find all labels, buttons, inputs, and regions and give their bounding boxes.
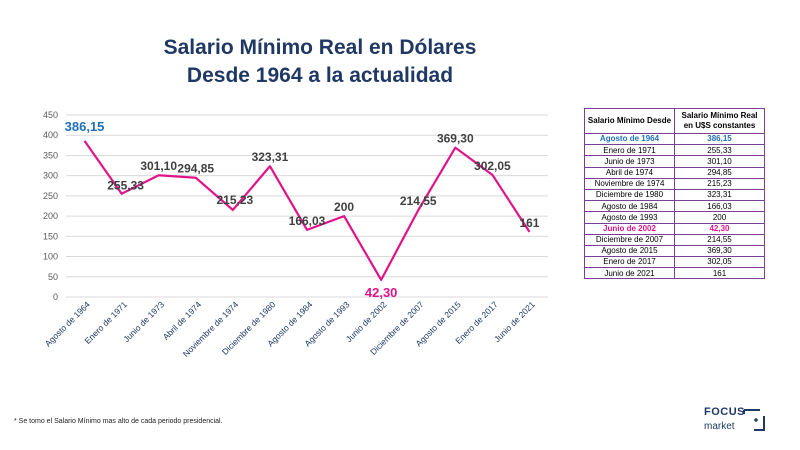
table-cell-date: Agosto de 1984 [584,200,675,213]
focus-market-logo: FOCUS market [704,406,774,442]
table-row: Agosto de 2015 369,30 [584,244,765,258]
chart-title-line2: Desde 1964 a la actualidad [186,64,454,87]
table-cell-date: Enero de 1971 [584,144,675,157]
table-cell-value: 215,23 [674,177,765,190]
logo-bracket-icon [743,409,765,431]
salary-table: Salario Mínimo Desde Salario Mínimo Real… [584,108,765,280]
y-tick-label: 450 [43,110,58,120]
y-tick-label: 300 [43,171,58,181]
data-label: 323,31 [252,150,289,164]
table-row: Diciembre de 1980 323,31 [584,188,765,202]
table-row: Agosto de 1984 166,03 [584,200,765,213]
y-tick-label: 150 [43,231,58,241]
chart-title-line1: Salario Mínimo Real en Dólares [163,36,477,59]
data-label: 302,05 [474,159,511,173]
table-cell-value: 42,30 [674,222,765,235]
table-cell-date: Junio de 2002 [584,222,675,235]
table-row: Diciembre de 2007 214,55 [584,233,765,246]
y-tick-label: 200 [43,211,58,221]
table-row: Noviembre de 1974 215,23 [584,177,765,190]
y-tick-label: 250 [43,191,58,201]
table-row: Junio de 2002 42,30 [584,222,765,235]
y-tick-label: 0 [53,292,58,302]
y-tick-label: 50 [48,272,58,282]
table-cell-value: 323,31 [674,188,765,202]
logo-sub: market [704,421,735,432]
data-label: 200 [334,200,354,214]
table-cell-value: 302,05 [674,256,765,269]
logo-brand: FOCUS [704,406,745,418]
table-cell-date: Enero de 2017 [584,256,675,269]
data-label: 215,23 [216,193,253,207]
table-row: Agosto de 1964 386,15 [584,132,765,146]
table-row: Enero de 1971 255,33 [584,144,765,157]
data-label: 166,03 [289,214,326,228]
data-label: 369,30 [437,132,474,146]
y-tick-label: 350 [43,150,58,160]
table-row: Abril de 1974 294,85 [584,166,765,179]
table-cell-date: Agosto de 2015 [584,244,675,258]
y-tick-label: 400 [43,130,58,140]
table-cell-value: 255,33 [674,144,765,157]
table-cell-value: 386,15 [674,132,765,146]
y-tick-label: 100 [43,252,58,262]
data-label: 301,10 [140,159,177,173]
table-row: Junio de 1973 301,10 [584,155,765,168]
data-label: 255,33 [107,179,144,193]
table-cell-date: Agosto de 1964 [584,132,675,146]
table-cell-value: 301,10 [674,155,765,168]
data-label: 42,30 [365,285,398,300]
table-row: Enero de 2017 302,05 [584,256,765,269]
table-cell-date: Abril de 1974 [584,166,675,179]
series-line [83,140,531,281]
table-cell-value: 161 [674,267,765,280]
table-header-date: Salario Mínimo Desde [584,108,675,134]
table-cell-value: 200 [674,211,765,224]
table-cell-value: 369,30 [674,244,765,258]
data-label: 294,85 [177,162,214,176]
table-cell-date: Junio de 2021 [584,267,675,280]
data-label: 214,55 [400,194,437,208]
table-cell-date: Junio de 1973 [584,155,675,168]
table-cell-date: Diciembre de 2007 [584,233,675,246]
table-cell-date: Noviembre de 1974 [584,177,675,190]
table-cell-value: 294,85 [674,166,765,179]
table-cell-value: 214,55 [674,233,765,246]
data-label: 161 [519,216,539,230]
table-row: Junio de 2021 161 [584,267,765,280]
table-header-value: Salario Mínimo Real en U$S constantes [674,108,765,134]
table-header-row: Salario Mínimo Desde Salario Mínimo Real… [584,108,765,134]
chart-title: Salario Mínimo Real en Dólares Desde 196… [60,34,580,90]
footnote: * Se tomo el Salario Mínimo mas alto de … [14,418,223,425]
table-cell-date: Diciembre de 1980 [584,188,675,202]
data-label: 386,15 [65,119,105,134]
table-cell-value: 166,03 [674,200,765,213]
table-cell-date: Agosto de 1993 [584,211,675,224]
table-row: Agosto de 1993 200 [584,211,765,224]
